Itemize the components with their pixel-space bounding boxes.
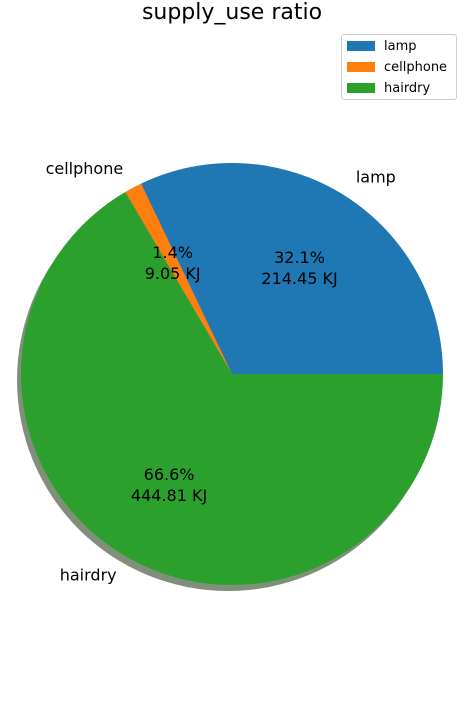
- legend-item-lamp: lamp: [347, 38, 417, 54]
- slice-percent-cellphone: 1.4%: [152, 243, 193, 262]
- slice-autopct-hairdry: 66.6% 444.81 KJ: [131, 465, 207, 505]
- slice-percent-hairdry: 66.6%: [144, 465, 195, 484]
- pie-slices: [21, 163, 444, 585]
- slice-percent-lamp: 32.1%: [274, 248, 325, 267]
- legend-item-cellphone: cellphone: [347, 59, 447, 75]
- pie-slice-lamp: [141, 163, 444, 374]
- legend-swatch-hairdry: [347, 83, 375, 93]
- chart-title: supply_use ratio: [142, 0, 322, 25]
- legend: lamp cellphone hairdry: [341, 34, 457, 100]
- pie-slice-cellphone: [125, 183, 232, 374]
- slice-label-lamp: lamp: [356, 168, 396, 187]
- legend-swatch-cellphone: [347, 62, 375, 72]
- pie-slice-hairdry: [21, 191, 444, 585]
- legend-label-hairdry: hairdry: [384, 80, 431, 96]
- slice-value-lamp: 214.45 KJ: [261, 269, 337, 288]
- slice-value-cellphone: 9.05 KJ: [145, 264, 201, 283]
- slice-label-hairdry: hairdry: [60, 565, 117, 584]
- pie-labels: lamp 32.1% 214.45 KJ cellphone 1.4% 9.05 KJ ha…: [46, 159, 396, 584]
- slice-autopct-lamp: 32.1% 214.45 KJ: [261, 248, 337, 288]
- legend-label-lamp: lamp: [384, 38, 417, 54]
- slice-value-hairdry: 444.81 KJ: [131, 486, 207, 505]
- slice-autopct-cellphone: 1.4% 9.05 KJ: [145, 243, 201, 283]
- legend-item-hairdry: hairdry: [347, 80, 430, 96]
- slice-label-cellphone: cellphone: [46, 159, 124, 178]
- legend-label-cellphone: cellphone: [384, 59, 448, 75]
- legend-swatch-lamp: [347, 41, 375, 51]
